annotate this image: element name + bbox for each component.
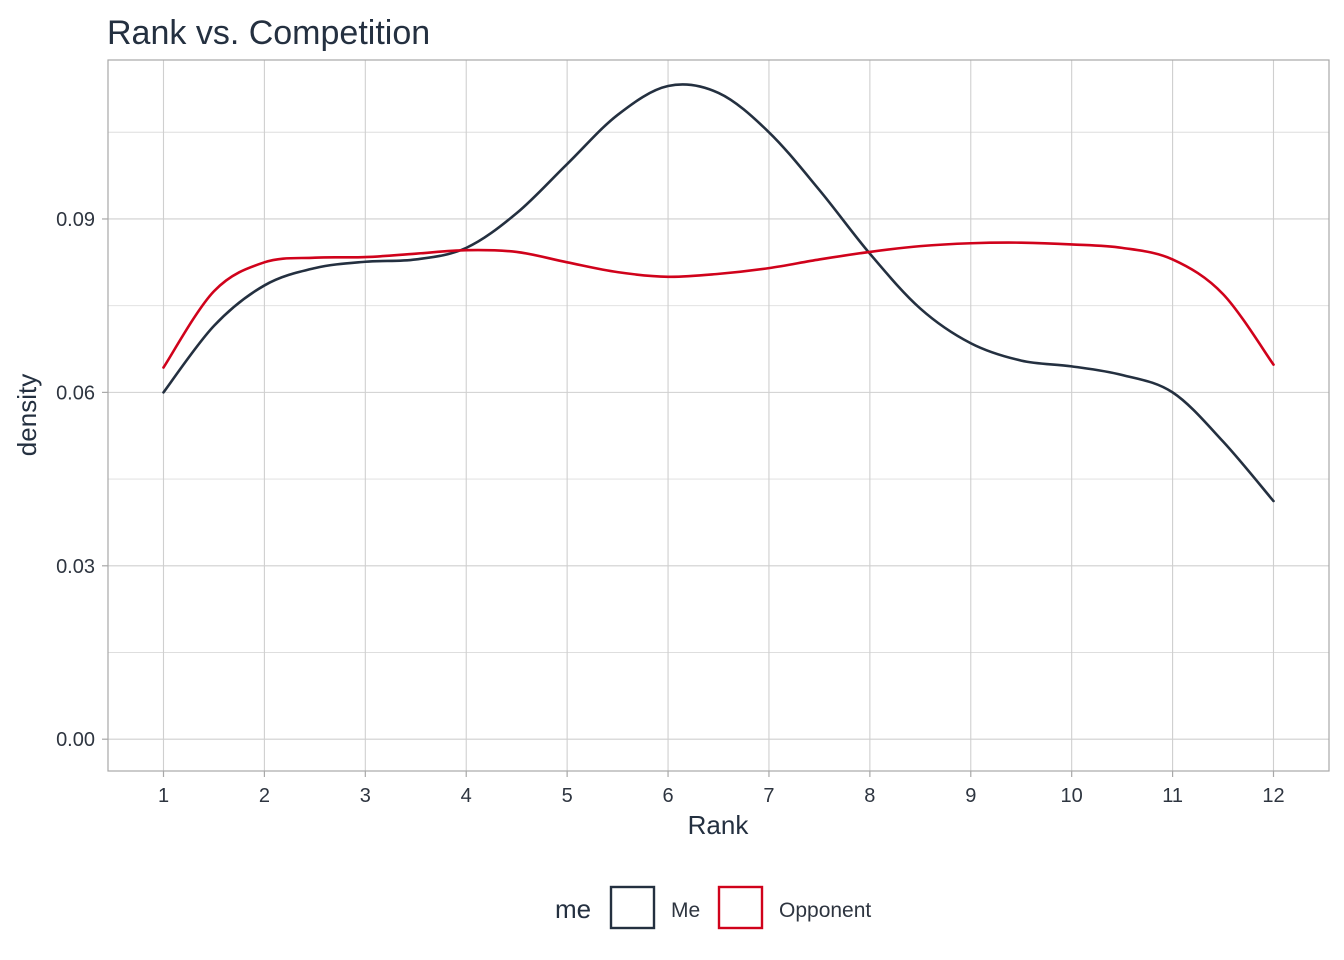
series-lines	[162, 83, 1275, 503]
x-tick-label: 4	[461, 785, 472, 807]
x-tick-label: 3	[360, 785, 371, 807]
grid-lines	[108, 60, 1329, 771]
legend-title: me	[555, 894, 591, 924]
y-axis-title: density	[12, 374, 42, 456]
x-tick-label: 10	[1061, 785, 1083, 807]
x-tick-label: 7	[763, 785, 774, 807]
x-tick-label: 8	[864, 785, 875, 807]
y-tick-label: 0.03	[56, 556, 95, 578]
x-tick-label: 12	[1262, 785, 1284, 807]
chart-title: Rank vs. Competition	[107, 14, 430, 52]
plot-panel	[107, 59, 1330, 772]
x-axis-title: Rank	[688, 810, 750, 840]
series-line-opponent	[162, 241, 1275, 369]
x-tick-label: 5	[562, 785, 573, 807]
x-tick-label: 2	[259, 785, 270, 807]
y-tick-label: 0.06	[56, 382, 95, 404]
legend-key-me	[609, 885, 656, 930]
y-tick-label: 0.09	[56, 209, 95, 231]
x-tick-label: 11	[1162, 785, 1183, 807]
x-tick-label: 9	[965, 785, 976, 807]
y-tick-label: 0.00	[56, 729, 95, 751]
legend-label-me: Me	[671, 899, 700, 922]
axis-ticks: 0.000.030.060.091 2 3 4 5 6 7 8 9 10 11 12	[56, 209, 1285, 807]
series-line-me	[162, 83, 1275, 503]
x-tick-label: 6	[662, 785, 673, 807]
legend-label-opponent: Opponent	[779, 899, 871, 922]
legend-key-opponent	[717, 885, 764, 930]
x-tick-label: 1	[158, 785, 169, 807]
legend: me Me Opponent	[555, 885, 871, 930]
